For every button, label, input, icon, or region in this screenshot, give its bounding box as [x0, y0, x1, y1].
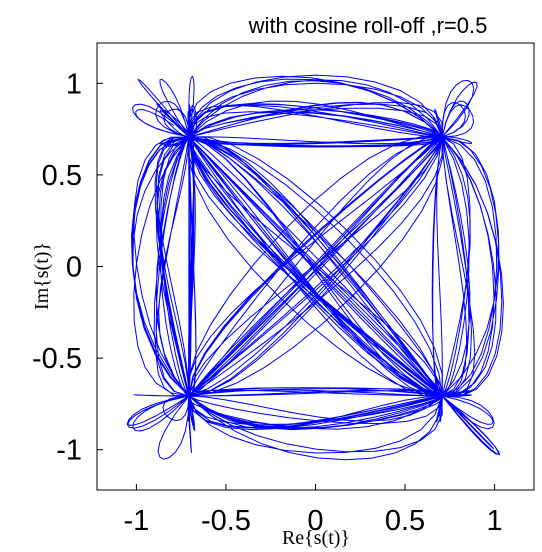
signal-trajectory	[126, 74, 504, 461]
y-tick-label: 1	[66, 68, 82, 100]
x-axis-label: Re{s(t)}	[282, 527, 350, 549]
x-tick-label: -0.5	[201, 505, 251, 537]
x-tick-label: 0.5	[385, 505, 425, 537]
plot-area	[126, 74, 504, 461]
y-tick-label: 0	[66, 252, 82, 284]
ticks: -1 -0.5 0 0.5 1 1 0.5 0 -0.5 -1	[32, 68, 503, 537]
y-tick-label: -1	[56, 435, 82, 467]
x-tick-label: 0	[307, 505, 323, 537]
x-tick-label: -1	[124, 505, 150, 537]
y-tick-label: -0.5	[32, 343, 82, 375]
y-axis-label: Im{s(t)}	[31, 242, 53, 310]
chart-title: with cosine roll-off ,r=0.5	[248, 13, 488, 38]
x-tick-label: 1	[487, 505, 503, 537]
y-tick-label: 0.5	[42, 160, 82, 192]
